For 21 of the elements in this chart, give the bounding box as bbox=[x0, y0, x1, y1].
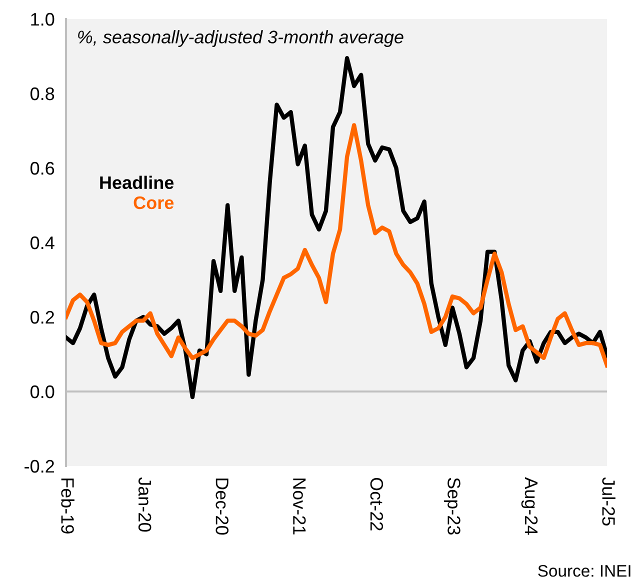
y-tick-label: 0.6 bbox=[30, 162, 54, 175]
line-series bbox=[66, 56, 607, 400]
y-tick-label: 1.0 bbox=[31, 12, 54, 26]
x-tick-label: Aug-24 bbox=[521, 477, 538, 535]
x-tick-label: Oct-22 bbox=[370, 478, 384, 530]
y-tick-label: 0.2 bbox=[30, 310, 54, 324]
x-tick-label: Jul-25 bbox=[602, 477, 616, 526]
y-tick-label: 0.4 bbox=[30, 236, 54, 250]
y-tick-label: -0.2 bbox=[24, 460, 54, 473]
x-tick-label: Jan-20 bbox=[138, 477, 152, 532]
text: %, seasonally-adjusted 3-month average bbox=[78, 30, 404, 48]
x-tick-label: Nov-21 bbox=[293, 478, 306, 534]
y-tick-label: 0.8 bbox=[30, 87, 54, 100]
text: Headline bbox=[100, 176, 174, 190]
x-tick-label: Sep-23 bbox=[444, 478, 460, 535]
text: Core bbox=[134, 196, 174, 210]
source-note: Source: INEI bbox=[538, 564, 630, 577]
x-tick-label: Dec-20 bbox=[216, 478, 229, 535]
line-series bbox=[66, 123, 607, 368]
x-tick-label: Feb-19 bbox=[61, 478, 74, 534]
y-tick-label: 0.0 bbox=[30, 385, 54, 398]
